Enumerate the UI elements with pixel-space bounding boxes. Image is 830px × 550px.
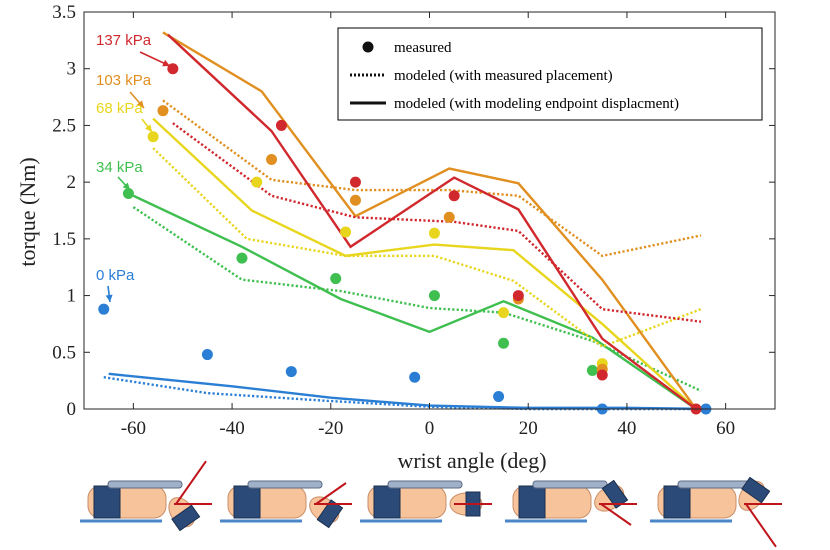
angle-line (745, 503, 777, 548)
solid-line-137-kpa (167, 33, 697, 410)
measured-point-137-kpa (596, 369, 608, 381)
measured-point-0-kpa (285, 366, 297, 378)
hand-group (309, 496, 344, 529)
y-tick-label: 1 (67, 286, 77, 307)
x-tick-label: 40 (617, 418, 636, 439)
x-tick-label: -20 (318, 418, 343, 439)
series-arrowhead-137-kpa (162, 59, 170, 67)
measured-point-103-kpa (443, 211, 455, 223)
measured-point-68-kpa (498, 307, 510, 319)
series-label-137-kpa: 137 kPa (96, 32, 152, 49)
measured-point-34-kpa (122, 187, 134, 199)
actuator-band (532, 480, 608, 489)
measured-point-0-kpa (493, 391, 505, 403)
actuator-band (107, 480, 183, 489)
forearm-cuff (373, 485, 401, 519)
wrist-pose-2 (220, 480, 352, 529)
legend-measured-marker (362, 41, 374, 53)
x-tick-label: 60 (716, 418, 735, 439)
legend-measured-label: measured (394, 40, 452, 56)
wrist-pose-illustrations (80, 460, 782, 548)
legend-box (337, 27, 763, 121)
angle-line (175, 460, 207, 505)
forearm-cuff (93, 485, 121, 519)
series-label-0-kpa: 0 kPa (96, 267, 135, 284)
y-axis-label: torque (Nm) (15, 157, 40, 266)
actuator-band (677, 480, 753, 489)
measured-points (98, 63, 712, 415)
measured-point-137-kpa (167, 63, 179, 75)
actuator-band (247, 480, 323, 489)
series-arrowhead-0-kpa (105, 294, 113, 302)
measured-point-103-kpa (349, 194, 361, 206)
angle-line (600, 503, 632, 526)
measured-point-0-kpa (98, 303, 110, 315)
measured-point-34-kpa (428, 290, 440, 302)
x-tick-label: 20 (519, 418, 538, 439)
wrist-pose-3 (360, 480, 492, 523)
solid-line-103-kpa (162, 31, 697, 410)
axes: -60 -40 -20 0 20 40 60 0 0.5 1 1.5 2 2.5 3 3.5 (52, 2, 776, 439)
dotted-line-103-kpa (162, 99, 702, 258)
measured-point-137-kpa (448, 190, 460, 202)
x-tick-label: 0 (425, 418, 435, 439)
y-tick-label: 3.5 (52, 2, 76, 23)
measured-point-103-kpa (157, 105, 169, 117)
hand-cuff (171, 504, 201, 532)
legend-solid-label: modeled (with modeling endpoint displacm… (394, 96, 679, 112)
solid-line-34-kpa (132, 194, 697, 410)
wrist-pose-5 (650, 476, 782, 548)
measured-point-0-kpa (201, 349, 213, 361)
series-labels: 137 kPa 103 kPa 68 kPa 34 kPa 0 kPa (96, 32, 171, 303)
series-label-68-kpa: 68 kPa (96, 100, 143, 117)
series-label-103-kpa: 103 kPa (96, 72, 152, 89)
legend: measured modeled (with measured placemen… (337, 27, 763, 121)
forearm-cuff (233, 485, 261, 519)
measured-point-0-kpa (409, 371, 421, 383)
x-tick-label: -60 (121, 418, 146, 439)
hand-cuff (741, 476, 771, 504)
solid-line-68-kpa (152, 117, 697, 410)
legend-dotted-label: modeled (with measured placement) (394, 68, 613, 84)
actuator-band (387, 480, 463, 489)
y-tick-label: 0.5 (52, 342, 76, 363)
y-tick-label: 2.5 (52, 115, 76, 136)
forearm-cuff (518, 485, 546, 519)
wrist-pose-4 (505, 479, 637, 526)
measured-point-68-kpa (251, 176, 263, 188)
series-label-34-kpa: 34 kPa (96, 159, 143, 176)
y-tick-label: 2 (67, 172, 77, 193)
series-arrowhead-103-kpa (136, 100, 144, 108)
measured-point-68-kpa (147, 131, 159, 143)
measured-point-34-kpa (236, 252, 248, 264)
measured-point-34-kpa (586, 364, 598, 376)
x-axis-label: wrist angle (deg) (397, 448, 546, 473)
series-arrowhead-68-kpa (144, 124, 152, 132)
y-tick-label: 3 (67, 59, 77, 80)
measured-point-103-kpa (266, 153, 278, 165)
y-tick-label: 1.5 (52, 229, 76, 250)
measured-point-34-kpa (498, 337, 510, 349)
measured-point-68-kpa (428, 227, 440, 239)
measured-point-34-kpa (330, 273, 342, 285)
measured-point-68-kpa (340, 226, 352, 238)
series-arrowhead-34-kpa (122, 182, 130, 190)
x-tick-label: -40 (219, 418, 244, 439)
hand-group (168, 497, 201, 532)
measured-point-137-kpa (349, 176, 361, 188)
y-tick-label: 0 (67, 399, 77, 420)
angle-line (315, 482, 347, 505)
forearm-cuff (663, 485, 691, 519)
wrist-pose-1 (80, 460, 212, 532)
measured-point-137-kpa (512, 290, 524, 302)
measured-point-137-kpa (275, 119, 287, 131)
